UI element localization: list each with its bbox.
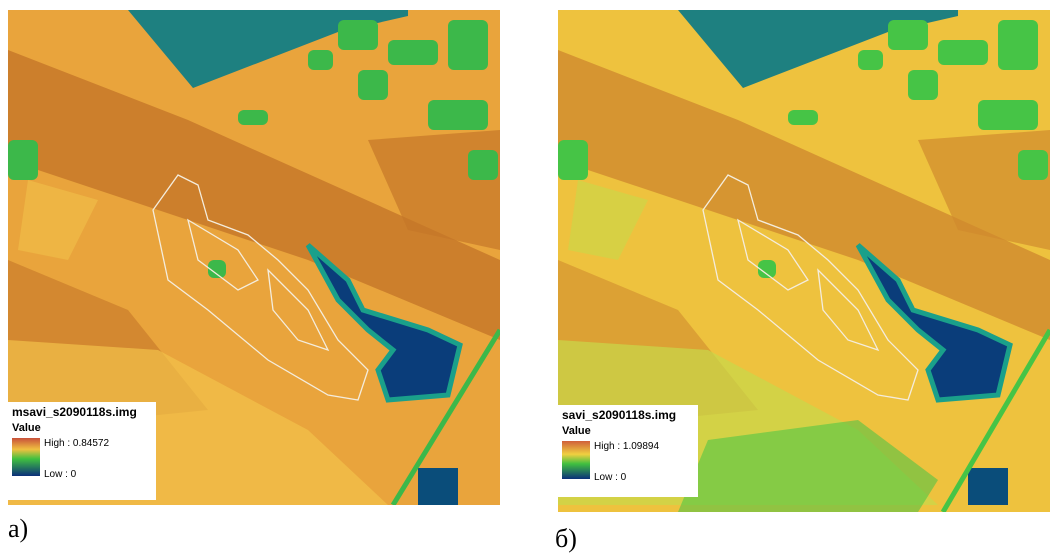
map-light-area <box>18 180 98 260</box>
map-light-area <box>568 180 648 260</box>
legend-low: Low : 0 <box>594 472 627 483</box>
map-vegetation <box>908 70 938 100</box>
map-vegetation <box>858 50 883 70</box>
legend-title: msavi_s2090118s.img <box>12 405 137 419</box>
legend-value: Value <box>562 425 591 437</box>
map-road <box>390 328 500 505</box>
map-vegetation <box>238 110 268 125</box>
legend-swatch <box>562 441 590 479</box>
map-outline <box>152 174 369 401</box>
panel-caption: б) <box>555 524 577 553</box>
map-vegetation <box>978 100 1038 130</box>
legend-title: savi_s2090118s.img <box>562 408 676 422</box>
map-vegetation <box>758 260 776 278</box>
map-green-area <box>678 420 938 512</box>
map-vegetation <box>558 140 588 180</box>
legend-high: High : 0.84572 <box>44 438 109 449</box>
map-vegetation <box>998 20 1038 70</box>
map-outline <box>702 174 919 401</box>
map-vegetation <box>1018 150 1048 180</box>
map-vegetation <box>448 20 488 70</box>
map-vegetation <box>388 40 438 65</box>
map-water <box>855 243 1013 403</box>
legend-high: High : 1.09894 <box>594 441 659 452</box>
legend-value: Value <box>12 422 41 434</box>
map-vegetation <box>8 140 38 180</box>
legend-swatch <box>12 438 40 476</box>
map-vegetation <box>208 260 226 278</box>
map-dark-band <box>368 130 500 250</box>
map-vegetation <box>308 50 333 70</box>
map-dark-band <box>8 50 500 340</box>
map-vegetation <box>468 150 498 180</box>
panel-caption: а) <box>8 514 28 543</box>
map-dark-band <box>918 130 1050 250</box>
map-vegetation <box>788 110 818 125</box>
map-road <box>940 328 1050 512</box>
map-water <box>305 243 463 403</box>
map-vegetation <box>938 40 988 65</box>
legend-low: Low : 0 <box>44 469 77 480</box>
map-water <box>418 468 458 505</box>
map-dark-band <box>558 50 1050 340</box>
map-vegetation <box>358 70 388 100</box>
map-vegetation <box>428 100 488 130</box>
map-vegetation <box>888 20 928 50</box>
map-vegetation <box>338 20 378 50</box>
map-water <box>968 468 1008 505</box>
